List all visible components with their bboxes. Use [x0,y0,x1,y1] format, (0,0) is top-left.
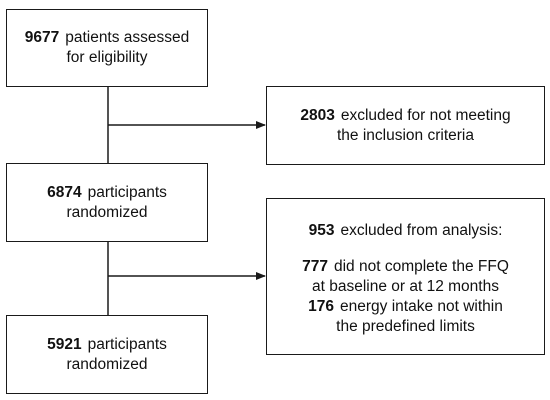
assessed-line-1: 9677 patients assessed [25,28,190,48]
excluded-criteria-text-2: the inclusion criteria [337,126,474,144]
assessed-text-2: for eligibility [66,49,148,66]
assessed-count: 9677 [24,29,60,46]
excluded-criteria-text-1: excluded for not meeting [340,106,511,124]
excluded-criteria-line-1: 2803 excluded for not meeting [300,106,510,126]
reason-1-line-1: 777 did not complete the FFQ [302,257,509,277]
randomized-count: 6874 [47,183,82,201]
randomized-line-1: 6874 participants [47,183,167,203]
reason-2-count: 176 [308,297,334,315]
excluded-criteria-box: 2803 excluded for not meeting the inclusi… [266,86,545,165]
final-box: 5921 participants randomized [6,315,208,394]
excluded-analysis-heading: excluded from analysis: [340,221,503,239]
assessed-text-1: patients assessed [65,29,190,46]
excluded-analysis-box: 953 excluded from analysis: 777 did not co… [266,198,545,355]
reason-2-text-1: energy intake not within [340,297,503,315]
randomized-text-2: randomized [66,203,148,221]
assessed-box: 9677 patients assessed for eligibility [6,9,208,87]
randomized-box: 6874 participants randomized [6,163,208,242]
final-count: 5921 [47,335,82,353]
final-line-1: 5921 participants [47,335,167,355]
reason-2-line-1: 176 energy intake not within [308,297,503,317]
reason-2-text-2: the predefined limits [336,317,475,335]
excluded-criteria-count: 2803 [300,106,335,124]
final-text-1: participants [87,335,167,353]
reason-1-count: 777 [302,257,328,275]
excluded-analysis-count: 953 [308,221,335,239]
randomized-text-1: participants [87,183,167,201]
reason-1-text-2: at baseline or at 12 months [312,277,499,295]
reason-1-text-1: did not complete the FFQ [333,257,509,275]
final-text-2: randomized [66,355,148,373]
excluded-analysis-heading-line: 953 excluded from analysis: [309,221,503,241]
